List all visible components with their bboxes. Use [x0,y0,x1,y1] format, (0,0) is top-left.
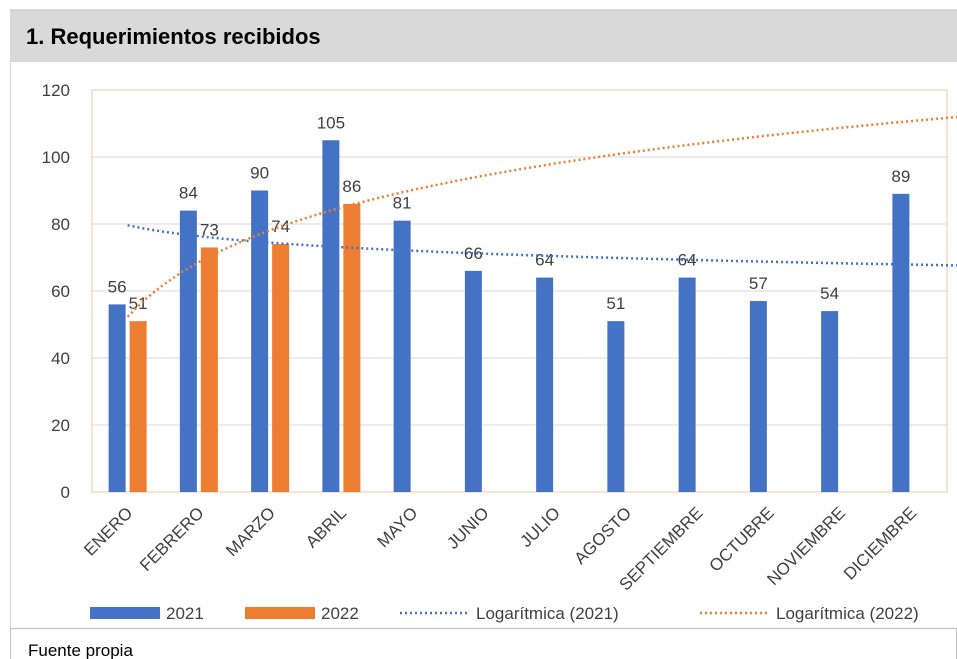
bar [821,311,839,492]
data-label: 84 [179,184,198,203]
y-tick-label: 0 [61,483,70,502]
bar [343,203,361,492]
x-tick-label: AGOSTO [571,503,636,568]
data-label: 86 [342,177,361,196]
bar [272,244,290,492]
bar [393,220,411,492]
legend-swatch [90,607,160,619]
legend-label: 2022 [321,604,359,623]
legend-label: Logarítmica (2021) [476,604,619,623]
bar [200,247,218,492]
data-label: 73 [200,220,219,239]
legend-label: Logarítmica (2022) [776,604,919,623]
bar [251,190,269,492]
y-tick-label: 20 [51,416,70,435]
bar [892,193,910,492]
bar [322,140,340,492]
data-label: 89 [891,167,910,186]
trendline [126,115,957,318]
x-tick-label: ABRIL [302,503,350,551]
data-label: 51 [606,294,625,313]
x-tick-label: JULIO [516,503,564,551]
x-tick-label: MAYO [374,503,422,551]
data-label: 56 [108,277,127,296]
x-tick-label: OCTUBRE [705,503,777,575]
legend-label: 2021 [166,604,204,623]
x-tick-label: DICIEMBRE [840,503,920,583]
data-label: 51 [129,294,148,313]
y-tick-label: 60 [51,282,70,301]
trendline [127,224,957,267]
bar [678,277,696,492]
legend-swatch [245,607,315,619]
y-tick-label: 120 [42,81,70,100]
data-label: 90 [250,164,269,183]
bar [536,277,554,492]
header-bar [10,10,957,62]
x-tick-label: FEBRERO [136,503,208,575]
data-label: 74 [271,217,290,236]
source-box [10,628,957,659]
y-tick-label: 100 [42,148,70,167]
bar [607,321,625,492]
y-tick-label: 80 [51,215,70,234]
data-label: 57 [749,274,768,293]
x-tick-label: JUNIO [443,503,492,552]
title: 1. Requerimientos recibidos [26,24,321,49]
data-label: 105 [317,113,345,132]
bar [129,321,147,492]
data-label: 81 [393,194,412,213]
bar [108,304,126,492]
bar [464,270,482,492]
plot-border [91,89,948,493]
data-label: 66 [464,244,483,263]
data-label: 54 [820,284,839,303]
x-tick-label: MARZO [222,503,279,560]
bar [749,301,767,492]
data-label: 64 [535,251,554,270]
source: Fuente propia [28,641,133,659]
y-tick-label: 40 [51,349,70,368]
x-tick-label: ENERO [80,503,136,559]
bar [179,210,197,492]
